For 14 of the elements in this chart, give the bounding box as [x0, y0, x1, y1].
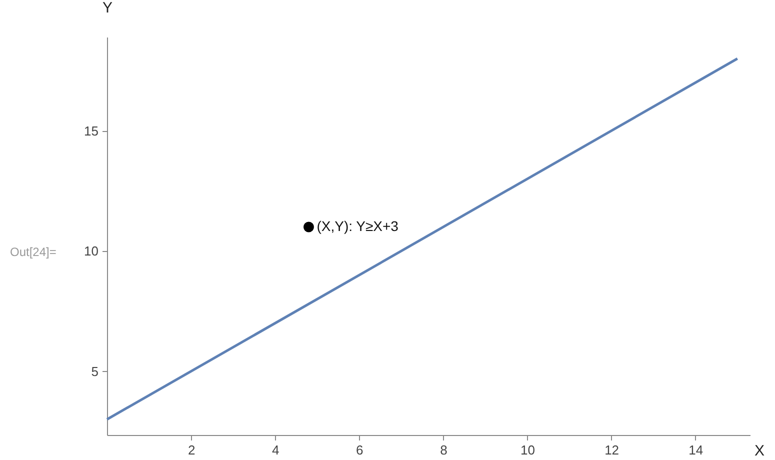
text: Out[24]= — [10, 245, 56, 259]
x-tick-label: 8 — [440, 442, 448, 458]
x-tick-label: 4 — [272, 442, 280, 458]
y-tick-label: 10 — [84, 244, 98, 259]
y-tick-label: 15 — [84, 123, 98, 138]
y-tick-label: 5 — [91, 364, 98, 379]
x-tick-label: 12 — [604, 442, 620, 458]
x-tick-label: 14 — [688, 442, 704, 458]
x-tick-label: 2 — [188, 442, 196, 458]
x-axis-title: X — [754, 442, 765, 460]
x-tick-label: 10 — [520, 442, 535, 458]
x-tick-label: 6 — [356, 442, 364, 458]
annotation: (X,Y): Y≥X+3 — [316, 218, 399, 234]
y-axis-title: Y — [102, 0, 113, 16]
